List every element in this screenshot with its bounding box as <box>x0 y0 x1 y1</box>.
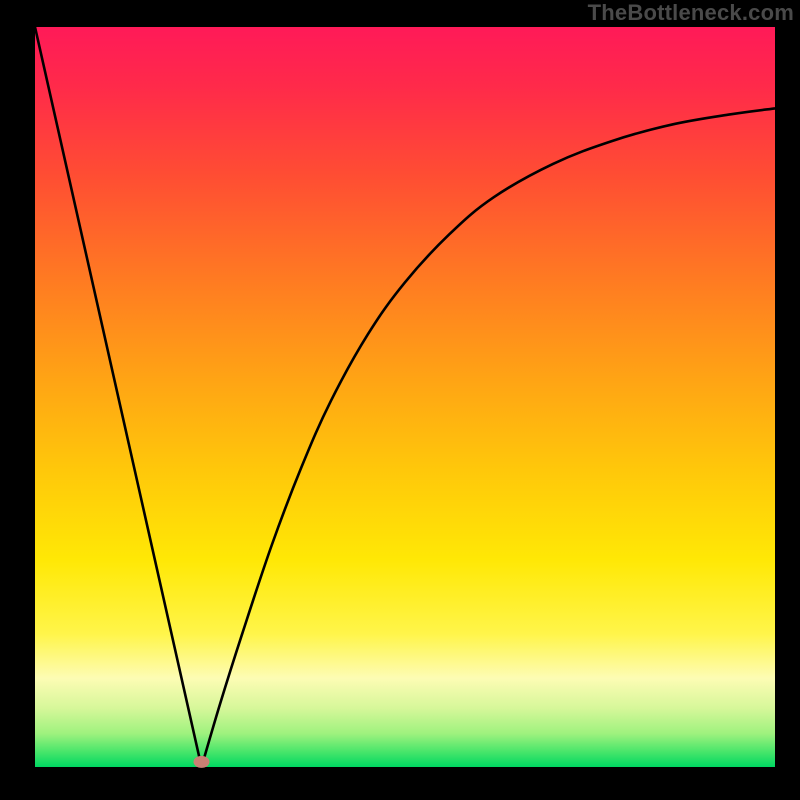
minimum-marker <box>194 756 210 768</box>
chart-svg <box>0 0 800 800</box>
chart-root: TheBottleneck.com <box>0 0 800 800</box>
watermark-text: TheBottleneck.com <box>0 0 800 26</box>
plot-background <box>35 27 775 767</box>
